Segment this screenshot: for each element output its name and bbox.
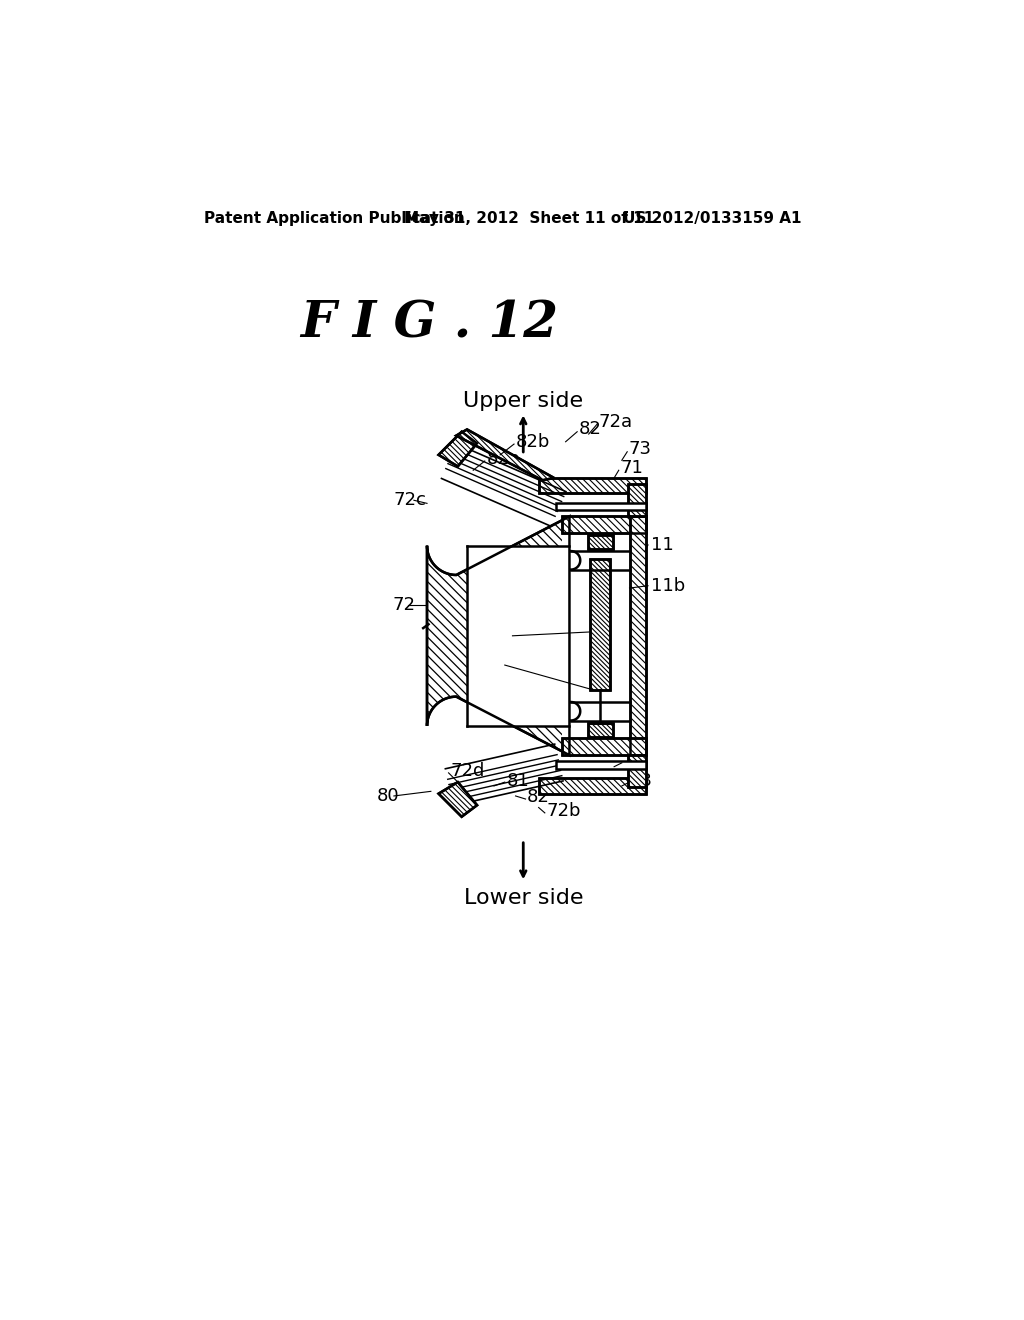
Bar	[562, 738, 646, 755]
Polygon shape	[467, 545, 569, 726]
Text: 73: 73	[630, 772, 652, 789]
Text: 82a: 82a	[486, 450, 520, 467]
Text: 72c: 72c	[394, 491, 427, 510]
Text: 72: 72	[392, 597, 416, 614]
Bar	[588, 535, 612, 549]
Bar	[556, 503, 646, 511]
Bar	[539, 779, 646, 793]
Text: 80: 80	[377, 787, 399, 805]
Text: 11b: 11b	[651, 577, 685, 595]
Bar	[556, 762, 646, 770]
Text: 81: 81	[506, 772, 529, 789]
Bar	[628, 484, 646, 516]
Text: 72a: 72a	[599, 413, 633, 430]
Polygon shape	[438, 781, 477, 817]
Bar	[588, 723, 612, 737]
Text: F I G . 12: F I G . 12	[300, 300, 558, 348]
Bar	[628, 755, 646, 788]
Bar	[588, 723, 612, 737]
Bar	[562, 516, 646, 533]
Bar	[562, 738, 646, 755]
Text: Lower side: Lower side	[464, 887, 583, 908]
Bar	[630, 516, 646, 755]
Bar	[562, 533, 630, 738]
Polygon shape	[427, 516, 569, 755]
Text: 82: 82	[527, 788, 550, 807]
Text: Upper side: Upper side	[463, 391, 584, 411]
Polygon shape	[457, 429, 554, 480]
Text: 72b: 72b	[547, 803, 581, 820]
Bar	[539, 478, 646, 494]
Bar	[590, 558, 610, 689]
Bar	[539, 478, 646, 494]
Text: Patent Application Publication: Patent Application Publication	[204, 211, 465, 226]
Bar	[562, 516, 646, 533]
Text: 72d: 72d	[451, 762, 484, 780]
Bar	[628, 484, 646, 516]
Text: 11: 11	[651, 536, 674, 554]
Text: 30: 30	[506, 656, 529, 675]
Text: May 31, 2012  Sheet 11 of 11: May 31, 2012 Sheet 11 of 11	[403, 211, 654, 226]
Bar	[630, 516, 646, 755]
Text: US 2012/0133159 A1: US 2012/0133159 A1	[624, 211, 802, 226]
Polygon shape	[438, 432, 477, 466]
Text: 40: 40	[514, 627, 537, 644]
Bar	[628, 755, 646, 788]
Text: 71: 71	[621, 459, 643, 477]
Bar	[590, 558, 610, 689]
Text: 73: 73	[629, 441, 651, 458]
Text: 71: 71	[624, 751, 646, 770]
Bar	[539, 779, 646, 793]
Text: 82b: 82b	[515, 433, 550, 450]
Bar	[588, 535, 612, 549]
Text: 82: 82	[579, 421, 601, 438]
